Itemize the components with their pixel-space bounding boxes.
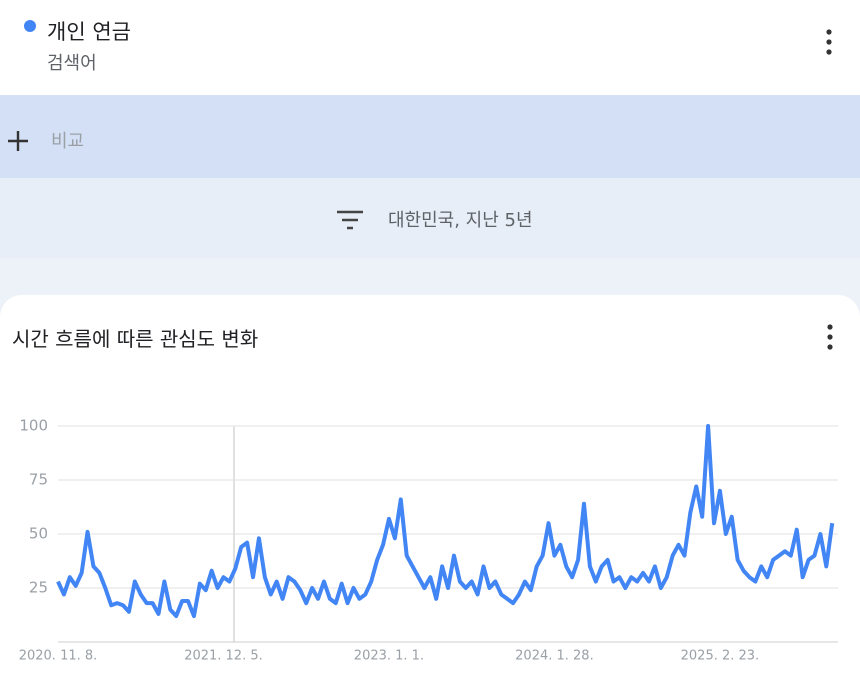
term-dot: [24, 20, 36, 32]
filter-bar[interactable]: 대한민국, 지난 5년: [0, 178, 860, 258]
compare-label: 비교: [51, 131, 85, 152]
header: 개인 연금 검색어: [0, 0, 860, 95]
chart-card: 시간 흐름에 따른 관심도 변화: [0, 295, 860, 680]
term-type: 검색어: [47, 53, 97, 74]
chart-title: 시간 흐름에 따른 관심도 변화: [12, 327, 259, 351]
filter-icon: [337, 210, 363, 230]
term: 개인 연금: [47, 20, 131, 44]
plus-icon: [8, 131, 28, 151]
more-menu[interactable]: [818, 28, 840, 56]
more-menu[interactable]: [819, 323, 841, 351]
compare-bar[interactable]: 비교: [0, 95, 860, 178]
filter-label: 대한민국, 지난 5년: [388, 210, 533, 231]
